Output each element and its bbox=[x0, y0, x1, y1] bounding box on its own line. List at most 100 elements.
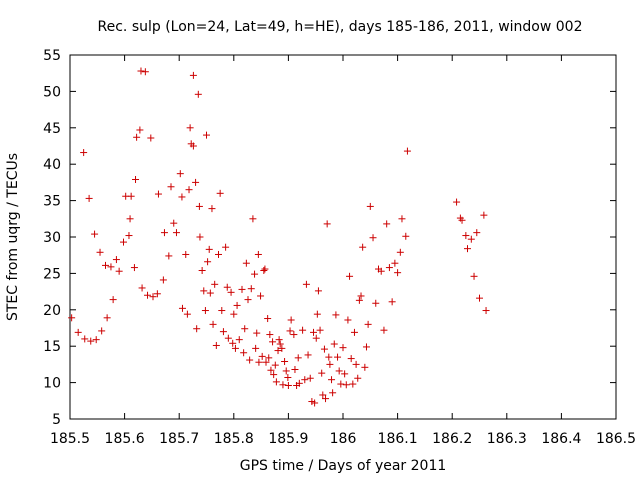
data-point bbox=[215, 250, 223, 258]
data-point bbox=[209, 320, 217, 328]
data-point bbox=[355, 296, 363, 304]
data-point bbox=[204, 258, 212, 266]
y-tick-label: 5 bbox=[52, 412, 61, 428]
data-point bbox=[249, 215, 257, 223]
data-point bbox=[96, 248, 104, 256]
data-point bbox=[98, 327, 106, 335]
data-points bbox=[68, 67, 490, 407]
data-point bbox=[354, 374, 362, 382]
data-point bbox=[130, 264, 138, 272]
y-tick-label: 40 bbox=[43, 157, 61, 173]
data-point bbox=[233, 301, 241, 309]
data-point bbox=[329, 389, 337, 397]
data-point bbox=[195, 202, 203, 210]
data-point bbox=[153, 290, 161, 298]
data-point bbox=[352, 360, 360, 368]
data-point bbox=[103, 314, 111, 322]
chart-title: Rec. sulp (Lon=24, Lat=49, h=HE), days 1… bbox=[98, 19, 583, 35]
data-point bbox=[396, 248, 404, 256]
data-point bbox=[206, 289, 214, 297]
data-point bbox=[362, 343, 370, 351]
data-point bbox=[470, 272, 478, 280]
x-tick-label: 185.5 bbox=[50, 431, 90, 447]
x-axis-label: GPS time / Days of year 2011 bbox=[240, 458, 447, 474]
data-point bbox=[183, 310, 191, 318]
data-point bbox=[160, 229, 168, 237]
data-point bbox=[388, 298, 396, 306]
data-point bbox=[189, 71, 197, 79]
axis-ticks: 185.5 185.6 185.7 185.8 185.9 186 186.1 186.2 18… bbox=[43, 48, 636, 447]
x-tick-label: 186.5 bbox=[596, 431, 636, 447]
data-point bbox=[205, 245, 213, 253]
data-point bbox=[306, 374, 314, 382]
data-point bbox=[262, 358, 270, 366]
data-point bbox=[167, 183, 175, 191]
data-point bbox=[182, 250, 190, 258]
data-point bbox=[101, 261, 109, 269]
data-point bbox=[318, 369, 326, 377]
data-point bbox=[335, 367, 343, 375]
data-point bbox=[299, 326, 307, 334]
data-point bbox=[295, 379, 303, 387]
data-point bbox=[186, 124, 194, 132]
y-tick-label: 10 bbox=[43, 376, 61, 392]
data-point bbox=[337, 380, 345, 388]
data-point bbox=[141, 68, 149, 76]
data-point bbox=[391, 259, 399, 267]
data-point bbox=[482, 307, 490, 315]
data-point bbox=[314, 287, 322, 295]
data-point bbox=[109, 296, 117, 304]
data-point bbox=[473, 229, 481, 237]
data-point bbox=[238, 285, 246, 293]
data-point bbox=[284, 374, 292, 382]
data-point bbox=[201, 307, 209, 315]
data-point bbox=[302, 280, 310, 288]
data-point bbox=[328, 376, 336, 384]
data-point bbox=[260, 266, 268, 274]
data-point bbox=[261, 265, 269, 273]
data-point bbox=[222, 243, 230, 251]
data-point bbox=[80, 149, 88, 157]
data-point bbox=[301, 376, 309, 384]
x-tick-label: 186 bbox=[330, 431, 357, 447]
data-point bbox=[74, 328, 82, 336]
data-point bbox=[85, 194, 93, 202]
data-point bbox=[144, 291, 152, 299]
data-point bbox=[341, 370, 349, 378]
data-point bbox=[279, 381, 287, 389]
data-point bbox=[319, 391, 327, 399]
data-point bbox=[346, 272, 354, 280]
data-point bbox=[453, 198, 461, 206]
data-point bbox=[136, 126, 144, 134]
data-point bbox=[147, 134, 155, 142]
data-point bbox=[172, 229, 180, 237]
data-point bbox=[467, 235, 475, 243]
data-point bbox=[272, 378, 280, 386]
data-point bbox=[112, 256, 120, 264]
data-point bbox=[252, 344, 260, 352]
data-point bbox=[290, 331, 298, 339]
data-point bbox=[282, 367, 290, 375]
data-point bbox=[323, 220, 331, 228]
plot-frame bbox=[69, 54, 617, 420]
data-point bbox=[81, 335, 89, 343]
x-tick-label: 185.7 bbox=[159, 431, 199, 447]
y-axis-label: STEC from uqrg / TECUs bbox=[5, 153, 21, 321]
data-point bbox=[231, 344, 239, 352]
data-point bbox=[251, 270, 259, 278]
data-point bbox=[344, 316, 352, 324]
data-point bbox=[132, 175, 140, 183]
data-point bbox=[241, 325, 249, 333]
data-point bbox=[257, 292, 265, 300]
data-point bbox=[178, 193, 186, 201]
data-point bbox=[383, 220, 391, 228]
data-point bbox=[372, 299, 380, 307]
data-point bbox=[286, 327, 294, 335]
data-point bbox=[218, 307, 226, 315]
y-tick-label: 50 bbox=[43, 84, 61, 100]
data-point bbox=[200, 287, 208, 295]
data-point bbox=[264, 315, 272, 323]
data-point bbox=[126, 215, 134, 223]
data-point bbox=[357, 292, 365, 300]
